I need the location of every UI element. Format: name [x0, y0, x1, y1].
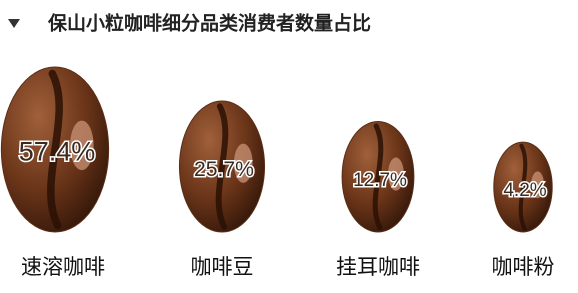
value-label: 25.7% [194, 158, 254, 181]
category-label: 速溶咖啡 [21, 255, 105, 279]
title-icon [8, 19, 20, 28]
category-label: 咖啡粉 [492, 255, 555, 279]
beans: 57.4% 速溶咖啡 25.7% 咖啡豆 12.7% 挂耳咖啡 4.2% 咖啡粉 [1, 67, 554, 279]
chart-title: 保山小粒咖啡细分品类消费者数量占比 [47, 12, 371, 35]
category-label: 挂耳咖啡 [336, 255, 420, 279]
value-label: 12.7% [353, 170, 407, 191]
category-label: 咖啡豆 [191, 255, 254, 279]
chart: 保山小粒咖啡细分品类消费者数量占比 57.4% 速溶咖啡 25.7% 咖啡豆 12.7%… [0, 0, 578, 293]
value-label: 57.4% [19, 137, 96, 167]
value-label: 4.2% [503, 180, 546, 201]
